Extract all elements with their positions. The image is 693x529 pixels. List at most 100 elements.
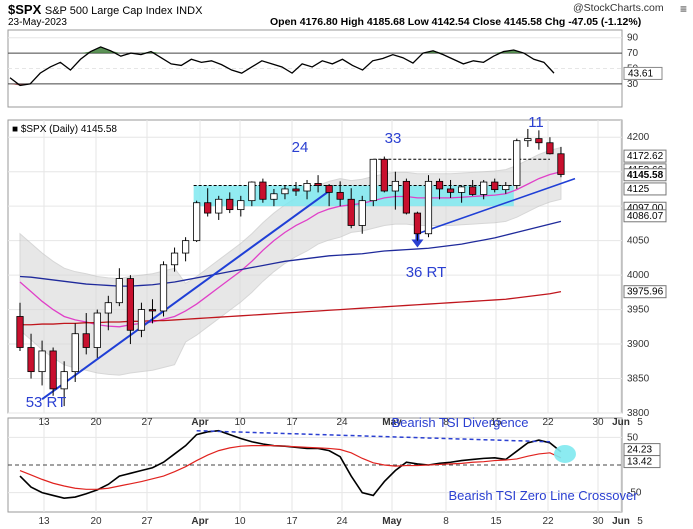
candle-body (402, 180, 411, 214)
candle-body (237, 200, 245, 211)
candle-body (126, 278, 134, 331)
price-value-box (623, 182, 667, 196)
price-tick-label: 3900 (627, 339, 650, 350)
brand-watermark: @StockCharts.com (573, 2, 664, 14)
price-x-tick-label: May (382, 417, 402, 428)
tsi-value-box (623, 455, 661, 469)
candle-body (314, 183, 322, 186)
tsi-x-tick-label: 20 (90, 516, 102, 527)
price-tick-label: 3800 (627, 408, 650, 419)
tsi-x-tick-label: 24 (336, 516, 348, 527)
candle-body (82, 333, 90, 348)
price-tick-label: 4200 (627, 132, 650, 143)
price-panel-title: ■ $SPX (Daily) 4145.58 (12, 124, 117, 135)
trendline-support-2 (417, 177, 576, 235)
tsi-x-tick-label: 10 (234, 516, 246, 527)
candle-body (457, 186, 466, 193)
price-annotation: 33 (385, 130, 402, 147)
tsi-annotation-crossover: Bearish TSI Zero Line Crossover (448, 488, 638, 503)
candle-body (27, 347, 35, 373)
price-x-tick-label: 22 (542, 417, 554, 428)
candle-body (369, 158, 377, 202)
candle-body (259, 181, 267, 200)
candle-body (491, 181, 499, 191)
candle-body (513, 140, 521, 186)
candle-body (424, 180, 433, 235)
tsi-x-tick-label: Jun (612, 516, 630, 527)
candle-body (524, 138, 532, 142)
tsi-annotation-divergence: Bearish TSI Divergence (391, 415, 528, 430)
candle-body (535, 138, 543, 144)
price-tick-label: 4050 (627, 236, 650, 247)
exchange-name: INDX (176, 5, 203, 17)
price-x-tick-label: 8 (443, 417, 449, 428)
price-value-label: 4145.58 (627, 170, 664, 181)
tsi-x-tick-label: 8 (443, 516, 449, 527)
menu-icon[interactable]: ≡ (680, 2, 688, 16)
candle-body (71, 333, 79, 373)
price-annotation: 24 (292, 139, 309, 156)
tsi-value-label: 24.23 (627, 445, 652, 456)
candle-body (170, 252, 179, 266)
price-annotation: 11 (528, 114, 544, 131)
candle-body (226, 198, 234, 211)
candle-body (148, 309, 157, 312)
tsi-tick-label: 50 (627, 432, 639, 443)
price-value-label: 4097.00 (627, 203, 664, 214)
price-x-tick-label: 20 (90, 417, 102, 428)
candle-body (303, 183, 311, 192)
candle-body (104, 302, 112, 314)
price-annotation: 53 RT (26, 394, 67, 411)
price-x-tick-label: 24 (336, 417, 348, 428)
chart-date: 23-May-2023 (8, 17, 67, 28)
rsi-tick-label: 90 (627, 33, 639, 44)
symbol-title: $SPX S&P 500 Large Cap Index INDX (8, 2, 202, 17)
candle-body (193, 202, 201, 242)
candle-body (204, 202, 212, 214)
price-value-label: 4125 (627, 184, 650, 195)
index-name: S&P 500 Large Cap Index (44, 5, 173, 17)
candle-body (181, 240, 190, 254)
moving-average-line (20, 291, 562, 326)
candle-body (60, 371, 68, 390)
candle-body (546, 142, 554, 155)
candle-body (391, 180, 399, 192)
tsi-value-label: 13.42 (627, 457, 652, 468)
candle-body (347, 198, 355, 226)
price-value-label: 4172.62 (627, 151, 664, 162)
price-value-box (623, 209, 667, 223)
candle-body (480, 181, 488, 195)
price-x-tick-label: Apr (191, 417, 208, 428)
tsi-series-line (19, 445, 562, 490)
price-x-tick-label: 27 (141, 417, 153, 428)
candle-body (435, 180, 444, 190)
tsi-x-tick-label: 22 (542, 516, 554, 527)
candle-body (38, 350, 46, 373)
symbol: $SPX (8, 2, 42, 17)
price-value-box (623, 285, 667, 299)
price-x-tick-label: 17 (286, 417, 298, 428)
candle-body (380, 158, 388, 192)
price-value-label: 4086.07 (627, 211, 664, 222)
candle-body (49, 350, 57, 390)
price-x-tick-label: Jun (612, 417, 630, 428)
tsi-tick-label: -50 (627, 488, 642, 499)
candle-body (270, 193, 278, 200)
rsi-value-box (623, 66, 663, 80)
price-x-tick-label: 13 (38, 417, 50, 428)
candle-body (215, 198, 223, 214)
tsi-x-tick-label: May (382, 516, 402, 527)
candle-body (281, 188, 289, 195)
tsi-x-tick-label: 15 (490, 516, 502, 527)
tsi-x-tick-label: Apr (191, 516, 208, 527)
tsi-x-tick-label: 27 (141, 516, 153, 527)
candle-body (159, 264, 168, 312)
candle-body (446, 188, 455, 193)
price-x-tick-label: 30 (592, 417, 604, 428)
candle-body (358, 200, 366, 226)
candle-body (115, 278, 123, 304)
rsi-overbought-fill (10, 46, 554, 54)
price-x-tick-label: 10 (234, 417, 246, 428)
